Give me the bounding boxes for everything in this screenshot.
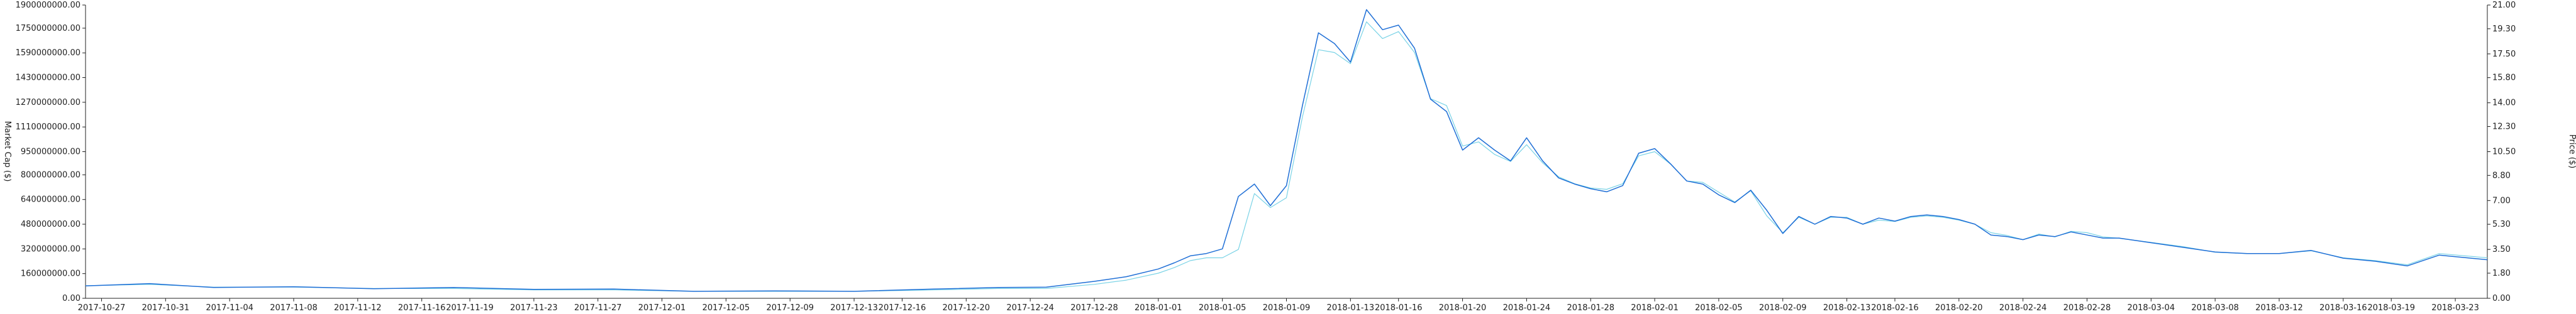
y-right-tick-label: 12.30 [2492, 122, 2516, 131]
x-tick-label: 2018-01-05 [1199, 303, 1246, 313]
x-tick-label: 2017-12-01 [638, 303, 686, 313]
y-left-tick-label: 640000000.00 [21, 195, 80, 205]
x-tick-label: 2017-11-16 [398, 303, 446, 313]
y-left-tick-label: 1590000000.00 [16, 48, 80, 58]
plot-series [85, 9, 2488, 292]
x-tick-label: 2017-11-27 [574, 303, 622, 313]
x-tick-label: 2017-11-12 [334, 303, 382, 313]
x-tick-label: 2018-01-24 [1503, 303, 1551, 313]
y-right-tick-label: 14.00 [2492, 99, 2516, 108]
x-tick-label: 2018-02-16 [1871, 303, 1919, 313]
x-tick-label: 2017-12-09 [766, 303, 814, 313]
y-right-tick-label: 15.80 [2492, 73, 2516, 83]
x-tick-label: 2018-01-09 [1263, 303, 1311, 313]
x-tick-label: 2018-02-05 [1695, 303, 1743, 313]
x-tick-label: 2017-11-19 [446, 303, 494, 313]
y-left-tick-label: 0.00 [62, 294, 80, 303]
y-axis-left-title: Market Cap ($) [3, 121, 12, 182]
x-tick-label: 2018-02-09 [1759, 303, 1807, 313]
x-tick-label: 2017-12-24 [1006, 303, 1054, 313]
x-tick-label: 2017-12-28 [1070, 303, 1118, 313]
x-tick-label: 2018-01-01 [1135, 303, 1182, 313]
y-left-tick-label: 1110000000.00 [16, 122, 80, 132]
y-right-tick-label: 10.50 [2492, 148, 2516, 157]
x-tick-label: 2017-10-27 [78, 303, 126, 313]
x-tick-label: 2018-02-13 [1823, 303, 1871, 313]
y-right-tick-label: 17.50 [2492, 50, 2516, 59]
x-tick-label: 2017-12-13 [830, 303, 878, 313]
x-tick-label: 2018-01-28 [1567, 303, 1614, 313]
y-right-tick-label: 3.50 [2492, 245, 2511, 254]
x-tick-label: 2018-01-16 [1375, 303, 1423, 313]
y-left-tick-label: 800000000.00 [21, 170, 80, 180]
x-tick-label: 2017-12-16 [879, 303, 926, 313]
y-left-tick-label: 480000000.00 [21, 220, 80, 229]
x-tick-label: 2018-02-01 [1631, 303, 1679, 313]
y-left-tick-label: 1270000000.00 [16, 98, 80, 107]
x-tick-label: 2017-12-05 [702, 303, 750, 313]
y-axis-left: 0.00 160000000.00 320000000.00 480000000.00… [16, 1, 86, 303]
y-left-tick-label: 320000000.00 [21, 244, 80, 254]
x-tick-label: 2017-11-23 [510, 303, 558, 313]
x-tick-label: 2018-03-19 [2367, 303, 2415, 313]
y-left-tick-label: 1750000000.00 [16, 24, 80, 33]
y-axis-right-title: Price ($) [2567, 134, 2576, 168]
y-axis-right: 0.00 1.80 3.50 5.30 7.00 8.80 10.50 12.30 14.00 1… [2487, 1, 2516, 303]
y-right-tick-label: 0.00 [2492, 294, 2511, 303]
x-tick-label: 2017-10-31 [142, 303, 190, 313]
x-tick-label: 2018-03-04 [2128, 303, 2175, 313]
y-left-tick-label: 1900000000.00 [16, 1, 80, 10]
x-tick-label: 2018-01-20 [1439, 303, 1487, 313]
y-left-tick-label: 950000000.00 [21, 148, 80, 157]
x-axis: 2017-10-27 2017-10-31 2017-11-04 2017-11-08… [78, 298, 2479, 313]
price-series-line [85, 21, 2488, 292]
x-tick-label: 2018-02-24 [1999, 303, 2047, 313]
market-cap-series-line [85, 9, 2488, 292]
x-tick-label: 2018-02-28 [2063, 303, 2111, 313]
y-right-tick-label: 1.80 [2492, 269, 2511, 278]
x-tick-label: 2018-03-08 [2191, 303, 2239, 313]
y-right-tick-label: 5.30 [2492, 220, 2511, 229]
x-tick-label: 2017-11-04 [206, 303, 253, 313]
y-right-tick-label: 21.00 [2492, 1, 2516, 10]
x-tick-label: 2017-11-08 [270, 303, 318, 313]
x-tick-label: 2018-03-12 [2255, 303, 2303, 313]
x-tick-label: 2018-03-23 [2431, 303, 2479, 313]
y-left-tick-label: 160000000.00 [21, 269, 80, 279]
x-tick-label: 2017-12-20 [943, 303, 991, 313]
x-tick-label: 2018-03-16 [2319, 303, 2367, 313]
y-left-tick-label: 1430000000.00 [16, 73, 80, 83]
y-right-tick-label: 19.30 [2492, 24, 2516, 34]
y-right-tick-label: 7.00 [2492, 196, 2511, 205]
x-tick-label: 2018-01-13 [1327, 303, 1375, 313]
x-tick-label: 2018-02-20 [1935, 303, 1983, 313]
y-right-tick-label: 8.80 [2492, 171, 2511, 180]
